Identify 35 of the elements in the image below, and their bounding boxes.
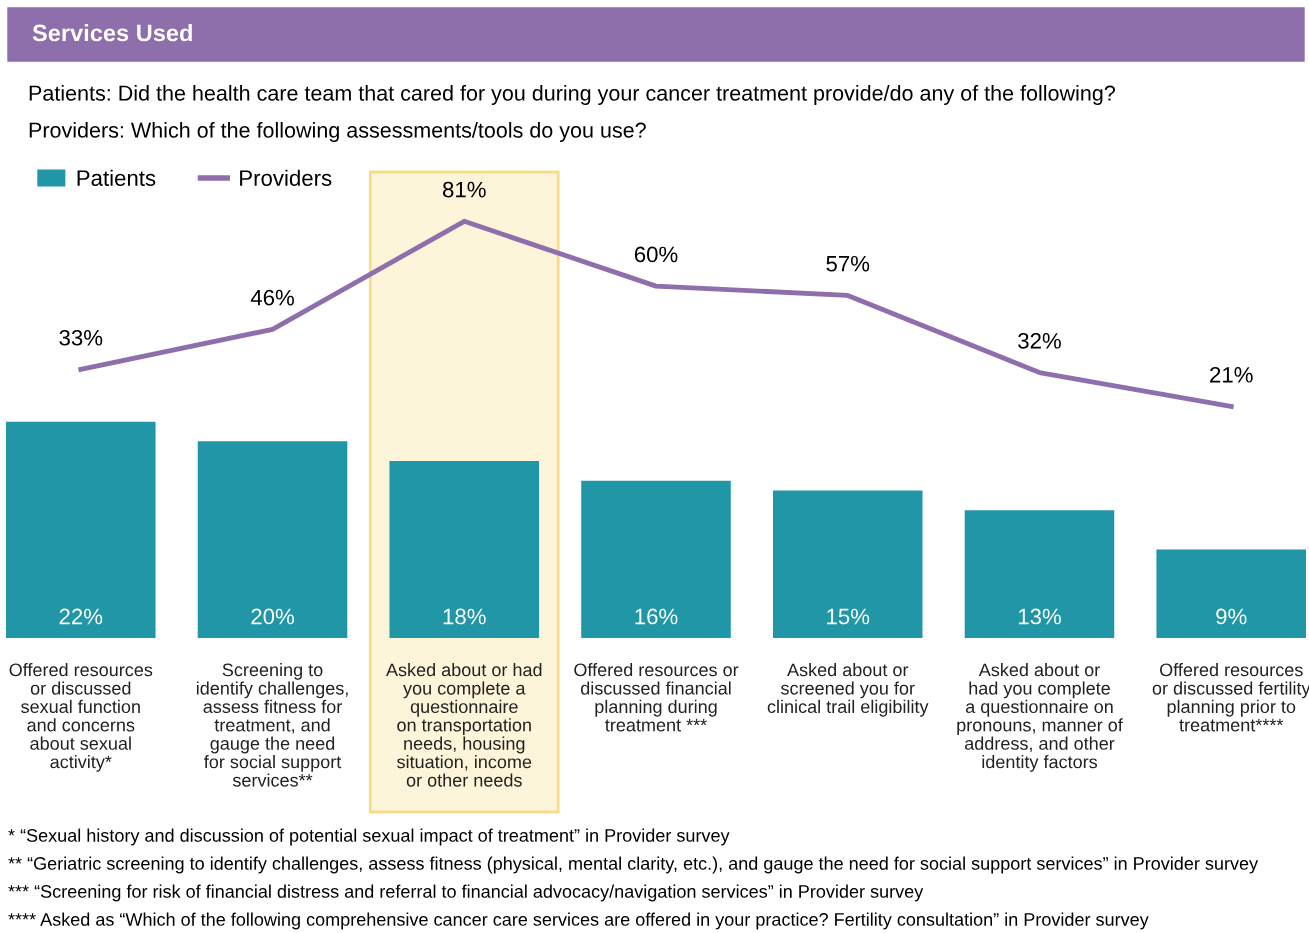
data-label: 60%: [634, 246, 678, 263]
bar: [581, 480, 731, 638]
text: **** Asked as “Which of the following comprehensive cancer care services are offered in your practice? Fertility consultation” in Provider survey: [8, 912, 1149, 930]
chart-subtitle: Patients: Did the health care team that cared for you during your cancer treatment provide/do any of the following? Providers: Which of the following assessments/tools do you use?: [29, 84, 1115, 143]
text: ** “Geriatric screening to identify challenges, assess fitness (physical, mental clarity, etc.), and gauge the need for social support services” in Provider survey: [8, 856, 1259, 874]
x-tick-label: Offered resources or discussed sexual function and concerns about sexual activity*: [9, 663, 153, 772]
text: * “Sexual history and discussion of potential sexual impact of treatment” in Provider survey: [8, 828, 730, 846]
legend-label: Patients: [77, 169, 156, 186]
text: *** “Screening for risk of financial distress and referral to financial advocacy/navigation services” in Provider survey: [8, 884, 924, 902]
bar: [1156, 549, 1306, 638]
bar: [197, 441, 348, 638]
bar: [772, 490, 923, 638]
data-label: 9%: [1216, 608, 1247, 625]
data-label: 46%: [250, 289, 294, 306]
data-label: 16%: [635, 608, 678, 625]
data-label: 22%: [59, 608, 103, 625]
bar: [389, 460, 540, 638]
data-label: 18%: [443, 608, 486, 625]
data-label: 81%: [442, 181, 486, 198]
x-tick-label: Offered resources or discussed financial planning during treatment ***: [574, 663, 739, 732]
x-tick-label: Screening to identify challenges, assess fitness for treatment, and gauge the need for social support services**: [196, 663, 348, 787]
data-label: 33%: [59, 329, 103, 346]
data-label: 20%: [251, 608, 294, 625]
data-label: 21%: [1210, 366, 1253, 383]
chart-title: Services Used: [32, 24, 192, 42]
data-label: 13%: [1018, 608, 1061, 625]
data-label: 15%: [827, 608, 870, 625]
data-label: 32%: [1018, 332, 1061, 349]
bar: [6, 421, 156, 638]
x-tick-label: Asked about or had you complete a questionnaire on pronouns, manner of address, and other identity factors: [957, 663, 1123, 772]
bar: [964, 510, 1115, 638]
x-tick-label: Asked about or screened you for clinical trail eligibility: [767, 663, 929, 717]
x-tick-label: Asked about or had you complete a questionnaire on transportation needs, housing situation, income or other needs: [386, 663, 542, 787]
legend-label: Providers: [240, 169, 332, 186]
data-label: 57%: [826, 255, 870, 272]
